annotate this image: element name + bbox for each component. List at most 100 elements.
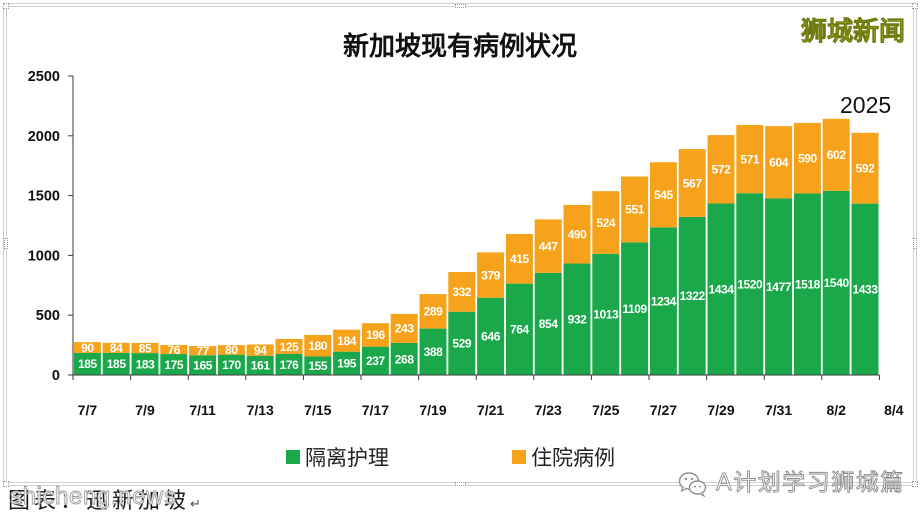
bar-series2-9 [304,334,332,357]
data-label-series1-13: 388 [424,345,444,359]
legend-label-series1: 隔离护理 [305,446,389,470]
x-tick-label: 7/17 [362,402,389,418]
data-label-series1-21: 1234 [651,295,677,309]
data-label-series2-8: 125 [280,340,300,354]
resize-handle-left[interactable] [4,238,8,249]
x-axis: 7/7 7/9 7/11 7/13 7/15 7/17 7/19 7/21 7/23 7/25 7/… [72,374,904,418]
data-label-series2-3: 85 [139,341,152,355]
data-label-series1-18: 932 [568,313,588,327]
bar-series1-15 [477,297,505,375]
bar-series2-4 [160,344,188,355]
y-tick-label: 1000 [28,248,60,264]
data-label-series1-2: 185 [107,357,127,371]
y-axis: 0 500 1000 1500 2000 2500 [28,69,74,384]
data-label-series2-2: 84 [110,341,123,355]
resize-handle-bottom-right[interactable] [912,481,918,487]
x-tick-label: 7/15 [304,402,331,418]
data-label-series2-1: 90 [81,341,94,355]
data-label-series1-27: 1540 [824,276,850,290]
resize-handle-bottom[interactable] [455,482,466,486]
bar-series2-23 [707,135,735,204]
data-label-series1-24: 1520 [737,277,763,291]
data-label-series2-16: 415 [510,252,530,266]
data-label-series1-14: 529 [452,337,472,351]
chart-title: 新加坡现有病例状况 [343,31,577,62]
data-label-series1-20: 1109 [622,302,647,316]
bar-series2-13 [419,294,447,329]
data-label-series2-11: 196 [366,328,386,342]
data-label-series2-12: 243 [395,322,415,336]
bar-series2-3 [131,342,159,354]
resize-handle-right[interactable] [913,238,917,249]
y-tick-label: 500 [36,308,60,324]
data-label-series2-26: 590 [798,151,818,165]
data-label-series2-20: 551 [625,203,645,217]
data-label-series2-4: 76 [168,343,181,357]
bar-series1-12 [390,342,418,375]
data-label-series1-5: 165 [193,358,213,372]
bar-series1-25 [765,198,793,375]
data-label-series2-10: 184 [337,334,357,348]
data-label-series1-1: 185 [78,357,98,371]
bar-series1-19 [592,253,620,375]
bar-series1-9 [304,356,332,375]
data-label-series1-25: 1477 [766,280,792,294]
resize-handle-top-left[interactable] [3,3,9,9]
legend-label-series2: 住院病例 [531,446,615,470]
bar-series2-11 [361,323,389,347]
data-label-series2-14: 332 [452,285,472,299]
bar-series1-17 [534,272,562,375]
bar-series2-21 [649,162,677,228]
data-label-series1-22: 1322 [680,289,706,303]
bar-series1-21 [649,227,677,375]
x-tick-label: 7/19 [419,402,446,418]
return-mark-icon: ↵ [190,497,201,512]
bar-series2-28 [851,132,879,204]
watermark-site: shicheng.news [10,483,177,511]
bar-series2-16 [505,233,533,284]
data-label-series2-7: 94 [254,343,267,357]
bar-series2-27 [822,118,850,191]
data-label-series2-27: 602 [827,148,847,162]
bar-series2-14 [448,272,476,312]
bar-series2-12 [390,313,418,343]
bar-series1-3 [131,353,159,375]
x-tick-label: 8/2 [826,402,846,418]
bar-series2-6 [217,345,245,355]
data-label-series2-5: 77 [196,344,209,358]
bar-series1-16 [505,283,533,375]
resize-handle-bottom-left[interactable] [3,481,9,487]
resize-handle-top-right[interactable] [912,3,918,9]
data-label-series2-17: 447 [539,239,559,253]
bar-series1-24 [736,193,764,375]
data-label-series1-12: 268 [395,352,415,366]
data-label-series2-9: 180 [308,339,328,353]
data-label-series2-28: 592 [856,162,876,176]
data-label-series1-10: 195 [337,357,357,371]
bar-series2-15 [477,252,505,298]
data-label-series1-9: 155 [308,359,328,373]
bar-series2-25 [765,126,793,199]
x-tick-label: 7/31 [765,402,792,418]
y-tick-label: 0 [52,368,60,384]
data-label-series1-8: 176 [280,358,300,372]
account-name: A计划学习狮城篇 [716,470,905,497]
data-label-series2-23: 572 [712,163,732,177]
data-label-series1-17: 854 [539,317,559,331]
bar-series2-22 [678,149,706,217]
data-label-series1-28: 1433 [852,283,878,297]
bar-series1-26 [793,193,821,375]
bar-series2-20 [621,176,649,243]
x-tick-label: 7/29 [707,402,734,418]
resize-handle-top[interactable] [455,4,466,8]
data-label-series1-19: 1013 [593,308,619,322]
x-tick-label: 7/11 [189,402,216,418]
data-label-series1-7: 161 [251,359,271,373]
bar-series2-26 [793,122,821,194]
x-tick-label: 7/21 [477,402,504,418]
watermark-top-right: 狮城新闻 [801,17,906,48]
bar-series1-1 [73,352,101,375]
data-label-series2-19: 524 [596,216,616,230]
